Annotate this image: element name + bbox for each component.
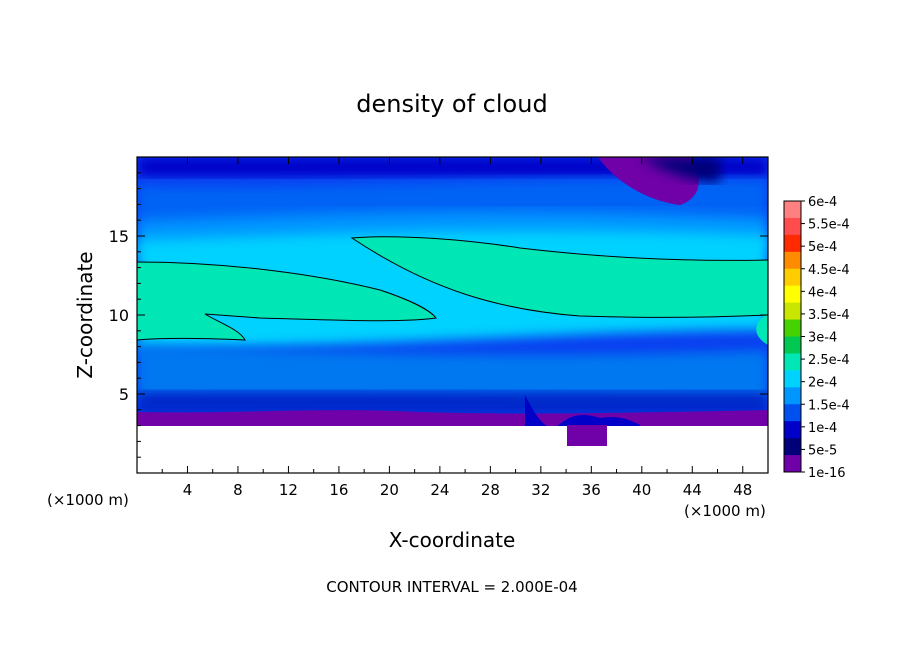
colorbar-swatch: [784, 438, 801, 456]
x-tick-label: 44: [683, 481, 702, 499]
x-tick-label: 16: [329, 481, 348, 499]
x-tick-label: 8: [233, 481, 243, 499]
field-patch-top-right-edge: [640, 157, 720, 183]
colorbar-label: 6e-4: [808, 195, 837, 210]
x-tick-label: 40: [632, 481, 651, 499]
x-unit-label-left: (×1000 m): [47, 491, 129, 509]
x-tick-label: 36: [582, 481, 601, 499]
no-data-area: [137, 426, 768, 473]
colorbar-label: 2.5e-4: [808, 353, 850, 368]
chart-title: density of cloud: [356, 90, 547, 118]
y-axis: 5 10 15: [109, 172, 768, 458]
field-band-lower: [137, 345, 768, 400]
colorbar-swatch: [784, 421, 801, 439]
colorbar-label: 5e-4: [808, 240, 837, 255]
x-unit-label-right: (×1000 m): [684, 502, 766, 520]
colorbar-label: 4e-4: [808, 285, 837, 300]
y-tick-label: 15: [109, 227, 129, 246]
contour-line-right: [350, 236, 768, 318]
colorbar-swatch: [784, 285, 801, 304]
field-region-contour-right: [352, 236, 768, 318]
colorbar-swatch: [784, 387, 801, 405]
x-axis-label: X-coordinate: [389, 528, 516, 552]
colorbar-swatch: [784, 370, 801, 388]
contour-interval-note: CONTOUR INTERVAL = 2.000E-04: [326, 578, 577, 596]
colorbar-swatch: [784, 353, 801, 371]
x-tick-label: 48: [733, 481, 752, 499]
x-tick-label: 24: [430, 481, 449, 499]
colorbar-swatch: [784, 404, 801, 422]
colorbar-label: 1.5e-4: [808, 398, 850, 413]
colorbar-swatch: [784, 251, 801, 270]
colorbar-swatch: [784, 217, 801, 236]
colorbar: 6e-4 5.5e-4 5e-4 4.5e-4 4e-4 3.5e-4 3e-4 2.5e-4…: [783, 195, 850, 481]
x-tick-label: 32: [531, 481, 550, 499]
field-turbulence: [525, 395, 640, 432]
x-tick-label: 12: [279, 481, 298, 499]
y-axis-label: Z-coordinate: [73, 251, 97, 378]
field-band-bottom: [137, 392, 768, 414]
x-tick-label: 4: [183, 481, 193, 499]
colorbar-label: 2e-4: [808, 376, 837, 391]
x-axis: 4 8 12 16 20 24 28 32 36 40 44 48: [161, 157, 752, 499]
colorbar-swatch: [784, 319, 801, 337]
colorbar-label: 3.5e-4: [808, 308, 850, 323]
colorbar-label: 1e-4: [808, 421, 837, 436]
colorbar-swatch: [784, 455, 801, 473]
no-data-patch: [567, 426, 607, 446]
colorbar-swatch: [784, 302, 801, 321]
density-field: [137, 157, 768, 473]
colorbar-label: 1e-16: [808, 466, 846, 481]
x-tick-label: 28: [481, 481, 500, 499]
x-tick-label: 20: [380, 481, 399, 499]
colorbar-swatch: [784, 201, 801, 219]
colorbar-swatch: [784, 268, 801, 287]
field-region-contour-edge: [756, 314, 768, 345]
colorbar-swatch: [784, 336, 801, 354]
colorbar-swatch: [784, 234, 801, 253]
colorbar-label: 3e-4: [808, 331, 837, 346]
colorbar-label: 5.5e-4: [808, 218, 850, 233]
y-tick-label: 10: [109, 306, 129, 325]
contour-line-left: [137, 261, 437, 341]
colorbar-label: 5e-5: [808, 443, 837, 458]
colorbar-label: 4.5e-4: [808, 263, 850, 278]
y-tick-label: 5: [119, 385, 129, 404]
